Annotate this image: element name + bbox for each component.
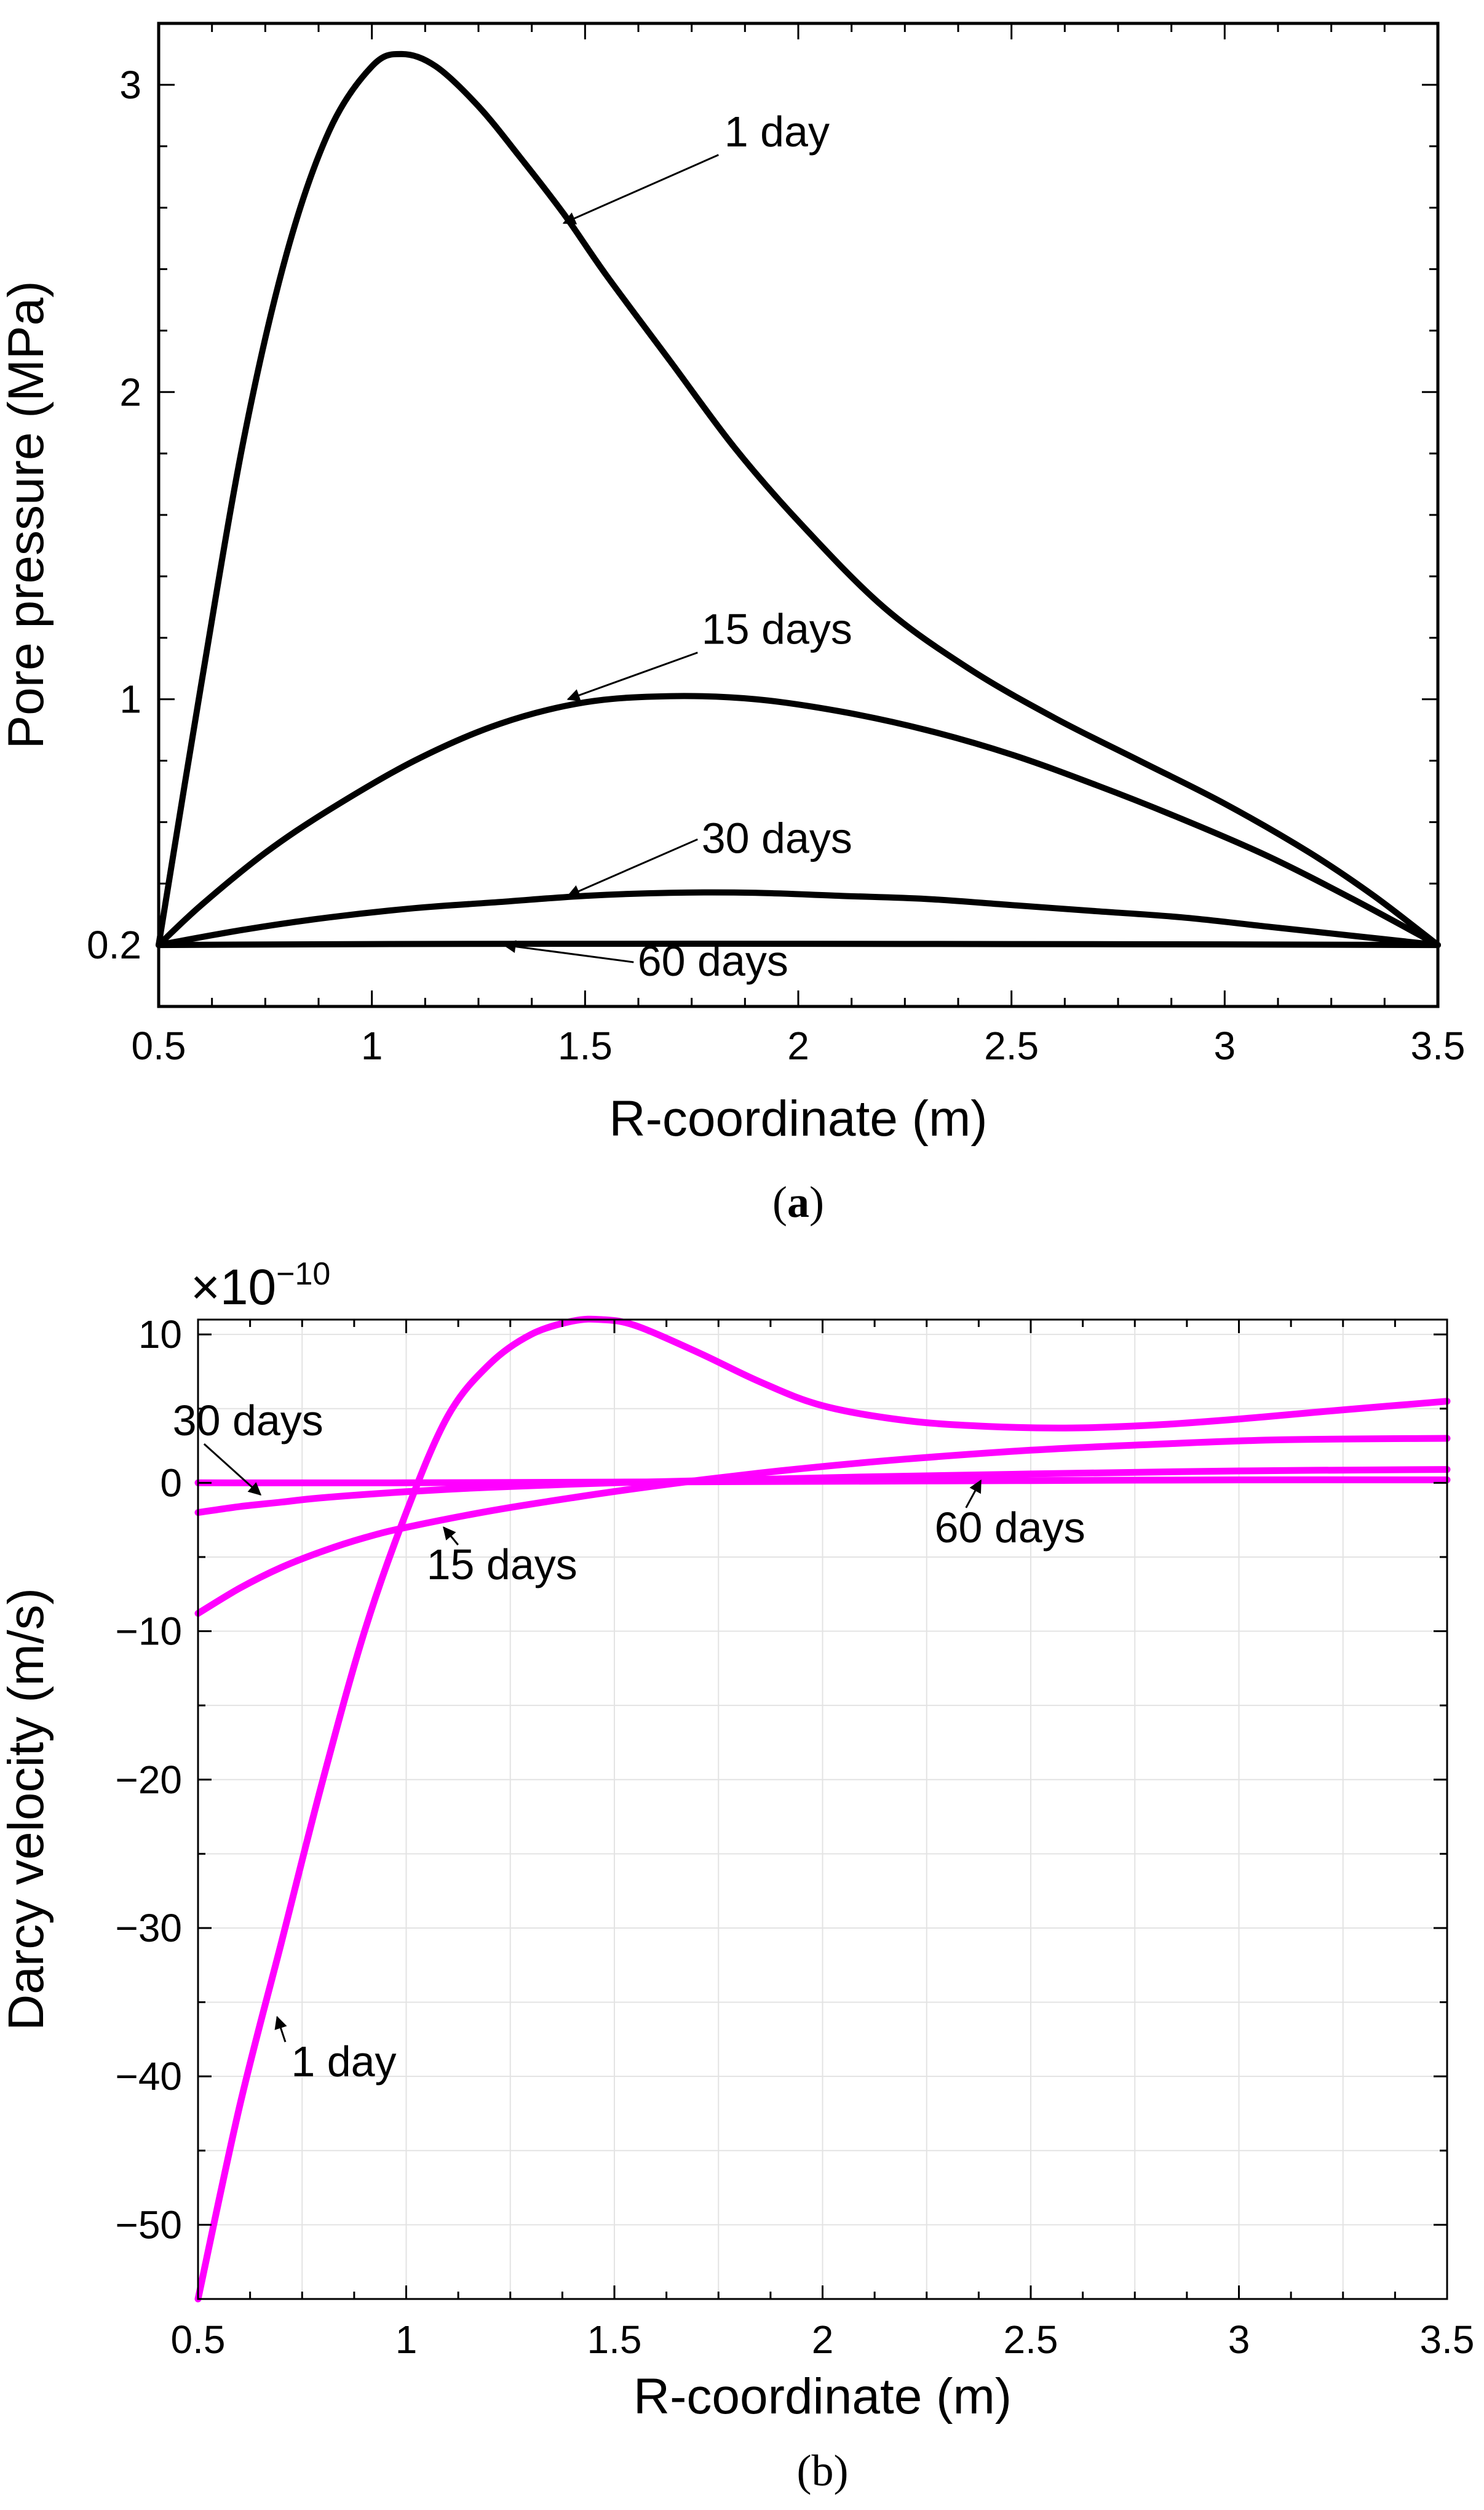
panel-a-x-tick-label: 3.5 bbox=[1411, 1024, 1466, 1068]
panel-a-caption: (a) bbox=[772, 1177, 824, 1227]
panel-a-label-60-days: 60 days bbox=[638, 937, 788, 985]
panel-a-y-tick-label: 1 bbox=[119, 677, 141, 722]
panel-b-y-tick-label: −30 bbox=[115, 1906, 182, 1950]
panel-a-y-tick-label: 2 bbox=[119, 370, 141, 414]
panel-a-arrow-60-days bbox=[502, 940, 634, 963]
panel-a-label-30-days: 30 days bbox=[702, 814, 852, 862]
panel-a-x-tick-label: 1 bbox=[361, 1024, 383, 1068]
panel-b-label-1-day: 1 day bbox=[291, 2038, 396, 2086]
panel-a-caption-letter: a bbox=[787, 1177, 809, 1227]
panel-b-y-tick-label: −20 bbox=[115, 1758, 182, 1802]
panel-b-y-scale-factor: ×10−10 bbox=[191, 1256, 330, 1315]
panel-a-label-1-day: 1 day bbox=[724, 108, 830, 156]
panel-b-arrow-30-days bbox=[203, 1443, 262, 1496]
panel-b-annotations: 30 days 15 days 60 days 1 day bbox=[173, 1396, 1085, 2086]
panel-a-y-axis-label: Pore pressure (MPa) bbox=[0, 281, 54, 749]
panel-a-y-tick-label: 0.2 bbox=[87, 923, 141, 967]
panel-b-scale-base: ×10 bbox=[191, 1259, 276, 1315]
panel-b-darcy-velocity-chart: 0.5 1 1.5 2 2.5 3 3.5 10 0 −10 −20 −30 −40 −50 30 day… bbox=[0, 1256, 1474, 2495]
panel-a-series-30-days bbox=[156, 889, 1441, 949]
panel-b-x-tick-label: 1.5 bbox=[587, 2317, 642, 2362]
panel-b-y-tick-label: −50 bbox=[115, 2202, 182, 2247]
panel-b-x-tick-label: 1 bbox=[395, 2317, 418, 2362]
panel-b-x-tick-label: 2.5 bbox=[1004, 2317, 1058, 2362]
panel-a-label-15-days: 15 days bbox=[702, 605, 852, 653]
panel-b-y-tick-label: −10 bbox=[115, 1609, 182, 1654]
panel-b-arrow-15-days bbox=[443, 1526, 459, 1546]
panel-b-arrow-60-days bbox=[965, 1479, 982, 1508]
panel-b-x-tick-label: 3 bbox=[1228, 2317, 1250, 2362]
panel-b-y-tick-label: 10 bbox=[138, 1312, 182, 1357]
panel-a-x-tick-label: 2 bbox=[787, 1024, 809, 1068]
panel-a-tick-labels: 0.5 1 1.5 2 2.5 3 3.5 0.2 1 2 3 bbox=[87, 63, 1465, 1068]
panel-a-arrow-30-days bbox=[566, 838, 698, 898]
panel-a-series bbox=[156, 50, 1441, 949]
panel-a-x-tick-label: 1.5 bbox=[558, 1024, 613, 1068]
panel-b-ticks bbox=[197, 1320, 1448, 2300]
panel-b-arrow-1-day bbox=[274, 2015, 287, 2042]
panel-a-x-tick-label: 2.5 bbox=[984, 1024, 1039, 1068]
panel-a-series-1-day bbox=[156, 50, 1441, 949]
panel-a-y-tick-label: 3 bbox=[119, 63, 141, 107]
panel-b-label-15-days: 15 days bbox=[427, 1540, 577, 1588]
panel-a-x-tick-label: 3 bbox=[1214, 1024, 1236, 1068]
panel-a-arrow-1-day bbox=[562, 154, 719, 225]
panel-b-scale-exponent: −10 bbox=[276, 1256, 330, 1292]
panel-b-x-tick-label: 3.5 bbox=[1420, 2317, 1475, 2362]
panel-b-y-tick-label: −40 bbox=[115, 2054, 182, 2098]
panel-b-y-axis-label: Darcy velocity (m/s) bbox=[0, 1588, 54, 2031]
panel-b-series-60-days bbox=[194, 1476, 1451, 1486]
panel-a-series-60-days bbox=[156, 941, 1441, 949]
panel-a-annotations: 1 day 15 days 30 days 60 days bbox=[502, 108, 852, 985]
panel-b-x-axis-label: R-coordinate (m) bbox=[633, 2369, 1012, 2424]
panel-a-x-tick-label: 0.5 bbox=[132, 1024, 186, 1068]
panel-a-arrow-15-days bbox=[566, 651, 698, 702]
panel-b-label-60-days: 60 days bbox=[935, 1504, 1085, 1552]
panel-b-x-tick-label: 2 bbox=[812, 2317, 834, 2362]
panel-a-pore-pressure-chart: 0.5 1 1.5 2 2.5 3 3.5 0.2 1 2 3 1 day 15 days 30 day… bbox=[0, 22, 1465, 1227]
panel-b-label-30-days: 30 days bbox=[173, 1396, 323, 1444]
panel-b-y-tick-label: 0 bbox=[160, 1460, 182, 1505]
panel-b-x-tick-label: 0.5 bbox=[171, 2317, 226, 2362]
panel-b-tick-labels: 0.5 1 1.5 2 2.5 3 3.5 10 0 −10 −20 −30 −40 −50 bbox=[115, 1312, 1474, 2362]
panel-a-series-15-days bbox=[156, 693, 1441, 949]
panel-a-plot-frame bbox=[157, 22, 1440, 1008]
panel-b-caption: (b) bbox=[797, 2446, 849, 2495]
panel-a-x-axis-label: R-coordinate (m) bbox=[609, 1091, 987, 1147]
